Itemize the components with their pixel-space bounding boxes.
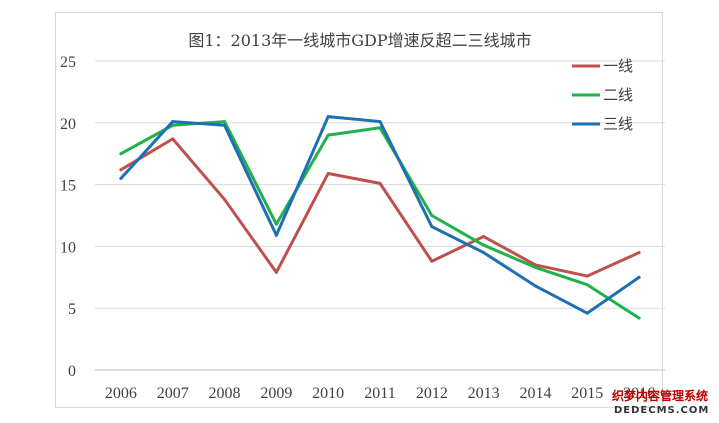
x-tick-label: 2010 [312, 385, 344, 402]
legend-label: 二线 [603, 86, 633, 104]
chart-frame [55, 12, 663, 408]
x-tick-label: 2008 [209, 385, 241, 402]
data-point [430, 259, 434, 263]
data-point [637, 275, 641, 279]
y-tick-label: 15 [60, 178, 76, 195]
data-point [482, 243, 486, 247]
data-point [274, 270, 278, 274]
x-tick-label: 2011 [364, 385, 395, 402]
series-line-2 [119, 120, 641, 320]
y-tick-label: 10 [60, 239, 76, 256]
data-point [119, 168, 123, 172]
data-point [585, 311, 589, 315]
watermark: 织梦内容管理系统 DEDECMS.COM [612, 388, 709, 416]
y-axis: 0 5 10 15 20 25 [60, 54, 76, 380]
y-tick-label: 20 [60, 116, 76, 133]
x-tick-label: 2012 [416, 385, 448, 402]
data-point [533, 284, 537, 288]
data-point [637, 251, 641, 255]
data-point [585, 274, 589, 278]
series-line-1 [119, 137, 641, 278]
data-point [326, 115, 330, 119]
y-tick-label: 0 [68, 363, 76, 380]
data-point [482, 235, 486, 239]
data-point [326, 133, 330, 137]
data-point [171, 137, 175, 141]
data-point [637, 316, 641, 320]
data-point [223, 120, 227, 124]
data-point [482, 251, 486, 255]
data-point [533, 265, 537, 269]
x-tick-label: 2014 [519, 385, 551, 402]
grid-layer [95, 60, 665, 371]
watermark-domain: DEDECMS.COM [614, 405, 709, 416]
x-tick-label: 2016 [623, 385, 655, 402]
x-tick-label: 2015 [571, 385, 603, 402]
data-point [119, 152, 123, 156]
legend-label: 三线 [603, 115, 633, 133]
watermark-text: 织梦内容管理系统 [612, 388, 708, 403]
y-tick-label: 25 [60, 54, 76, 71]
x-tick-label: 2007 [157, 385, 189, 402]
y-tick-label: 5 [68, 301, 76, 318]
data-point [223, 197, 227, 201]
data-point [430, 214, 434, 217]
data-point [223, 123, 227, 127]
legend-label: 一线 [603, 57, 633, 75]
x-tick-label: 2009 [260, 385, 292, 402]
data-point [119, 176, 123, 180]
series-layer [119, 115, 641, 320]
data-point [585, 283, 589, 287]
data-point [378, 181, 382, 185]
x-tick-label: 2013 [468, 385, 500, 402]
data-point [378, 120, 382, 124]
data-point [274, 233, 278, 237]
data-point [378, 126, 382, 130]
data-point [274, 222, 278, 226]
data-point [430, 225, 434, 229]
chart-title: 图1：2013年一线城市GDP增速反超二三线城市 [188, 31, 531, 50]
x-axis: 2006 2007 2008 2009 2010 2011 2012 2013 2014 2015… [105, 385, 655, 402]
data-point [326, 171, 330, 175]
data-point [171, 120, 175, 124]
x-tick-label: 2006 [105, 385, 137, 402]
series-line-3 [119, 115, 641, 315]
